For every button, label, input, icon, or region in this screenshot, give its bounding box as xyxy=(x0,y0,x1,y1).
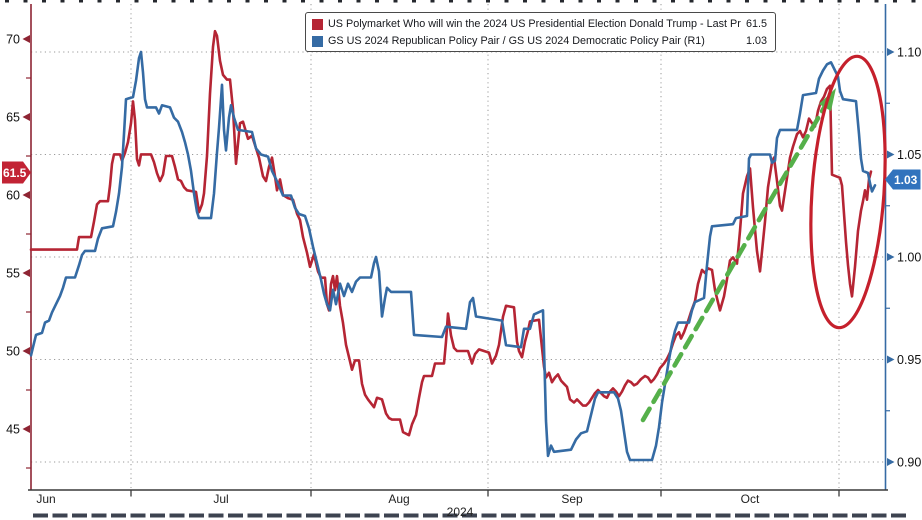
clipped-top-tick xyxy=(782,0,786,3)
x-axis-year-label: 2024 xyxy=(447,505,474,519)
highlight-ellipse xyxy=(809,54,887,330)
red-series-swatch-icon xyxy=(312,18,323,30)
left-badge-value: 61.5 xyxy=(3,166,27,180)
clipped-top-tick xyxy=(560,0,564,3)
right-axis-tick-label: 1.10 xyxy=(897,46,921,60)
legend-last-value: 1.03 xyxy=(745,35,767,47)
clipped-top-tick xyxy=(393,0,398,3)
right-badge-value: 1.03 xyxy=(894,173,918,187)
clipped-top-tick xyxy=(430,0,435,3)
right-axis-tick-label: 0.90 xyxy=(897,456,921,470)
left-axis-tick-label: 50 xyxy=(6,345,20,359)
clipped-top-tick xyxy=(671,0,675,3)
clipped-top-tick xyxy=(227,0,231,3)
series-line-gs-policy-pair xyxy=(29,50,877,462)
chart-legend: US Polymarket Who will win the 2024 US P… xyxy=(305,12,776,52)
right-tick-arrow-icon xyxy=(887,458,895,466)
left-tick-arrow-icon xyxy=(22,191,30,199)
clipped-top-tick xyxy=(356,0,361,3)
x-axis-label-oct: Oct xyxy=(741,492,760,506)
clipped-top-tick xyxy=(689,0,694,3)
clipped-top-tick xyxy=(190,0,194,3)
clipped-top-tick xyxy=(60,0,65,3)
clipped-top-tick xyxy=(449,0,453,3)
clipped-top-tick xyxy=(264,0,268,3)
clipped-top-tick xyxy=(338,0,342,3)
clipped-top-tick xyxy=(412,0,416,3)
left-last-price-badge xyxy=(2,161,31,184)
clipped-top-tick xyxy=(541,0,546,3)
clipped-top-tick xyxy=(893,0,897,3)
right-tick-arrow-icon xyxy=(887,253,895,261)
clipped-top-tick xyxy=(652,0,657,3)
clipped-top-tick xyxy=(116,0,120,3)
clipped-top-tick xyxy=(5,0,9,3)
clipped-top-tick xyxy=(79,0,83,3)
clipped-top-tick xyxy=(523,0,527,3)
legend-label: GS US 2024 Republican Policy Pair / GS U… xyxy=(328,35,705,47)
clipped-top-tick xyxy=(763,0,768,3)
legend-row-polymarket-trump[interactable]: US Polymarket Who will win the 2024 US P… xyxy=(312,16,767,32)
clipped-top-tick xyxy=(208,0,213,3)
right-axis-tick-label: 1.05 xyxy=(897,148,921,162)
clipped-top-tick xyxy=(819,0,823,3)
clipped-top-tick xyxy=(375,0,379,3)
clipped-top-tick xyxy=(42,0,46,3)
clipped-top-tick xyxy=(634,0,638,3)
left-tick-arrow-icon xyxy=(22,425,30,433)
series-line-polymarket-trump xyxy=(29,29,873,437)
right-last-price-badge xyxy=(885,169,921,190)
left-axis-tick-label: 65 xyxy=(6,111,20,125)
legend-row-gs-policy-pair[interactable]: GS US 2024 Republican Policy Pair / GS U… xyxy=(312,33,767,49)
left-tick-arrow-icon xyxy=(22,35,30,43)
clipped-top-tick xyxy=(245,0,250,3)
clipped-top-tick xyxy=(615,0,620,3)
clipped-top-tick xyxy=(708,0,712,3)
clipped-top-tick xyxy=(800,0,805,3)
x-axis-label-aug: Aug xyxy=(388,492,409,506)
left-tick-arrow-icon xyxy=(22,113,30,121)
left-tick-arrow-icon xyxy=(22,347,30,355)
left-axis-tick-label: 70 xyxy=(6,33,20,47)
clipped-top-tick xyxy=(745,0,749,3)
clipped-top-tick xyxy=(486,0,490,3)
x-axis-label-jul: Jul xyxy=(213,492,228,506)
blue-series-swatch-icon xyxy=(312,35,323,47)
clipped-top-tick xyxy=(726,0,731,3)
right-tick-arrow-icon xyxy=(887,48,895,56)
left-axis-tick-label: 55 xyxy=(6,267,20,281)
clipped-top-tick xyxy=(467,0,472,3)
left-axis-tick-label: 45 xyxy=(6,423,20,437)
left-tick-arrow-icon xyxy=(22,269,30,277)
clipped-top-tick xyxy=(911,0,916,3)
clipped-top-tick xyxy=(282,0,287,3)
clipped-top-tick xyxy=(171,0,176,3)
right-tick-arrow-icon xyxy=(887,150,895,159)
clipped-top-tick xyxy=(578,0,583,3)
clipped-top-tick xyxy=(97,0,102,3)
clipped-top-tick xyxy=(153,0,157,3)
legend-last-value: 61.5 xyxy=(745,18,767,30)
right-tick-arrow-icon xyxy=(887,355,895,364)
clipped-top-tick xyxy=(837,0,842,3)
clipped-top-tick xyxy=(874,0,879,3)
left-axis-tick-label: 60 xyxy=(6,189,20,203)
clipped-top-tick xyxy=(301,0,305,3)
clipped-top-tick xyxy=(856,0,860,3)
clipped-top-tick xyxy=(23,0,28,3)
trend-arrow-line xyxy=(640,98,831,423)
clipped-top-tick xyxy=(134,0,139,3)
clipped-top-tick xyxy=(319,0,324,3)
clipped-top-tick xyxy=(504,0,509,3)
clipped-top-tick xyxy=(597,0,601,3)
right-axis-tick-label: 0.95 xyxy=(897,353,921,367)
legend-label: US Polymarket Who will win the 2024 US P… xyxy=(328,18,741,30)
x-axis-label-jun: Jun xyxy=(36,492,55,506)
right-axis-tick-label: 1.00 xyxy=(897,251,921,265)
x-axis-label-sep: Sep xyxy=(561,492,583,506)
